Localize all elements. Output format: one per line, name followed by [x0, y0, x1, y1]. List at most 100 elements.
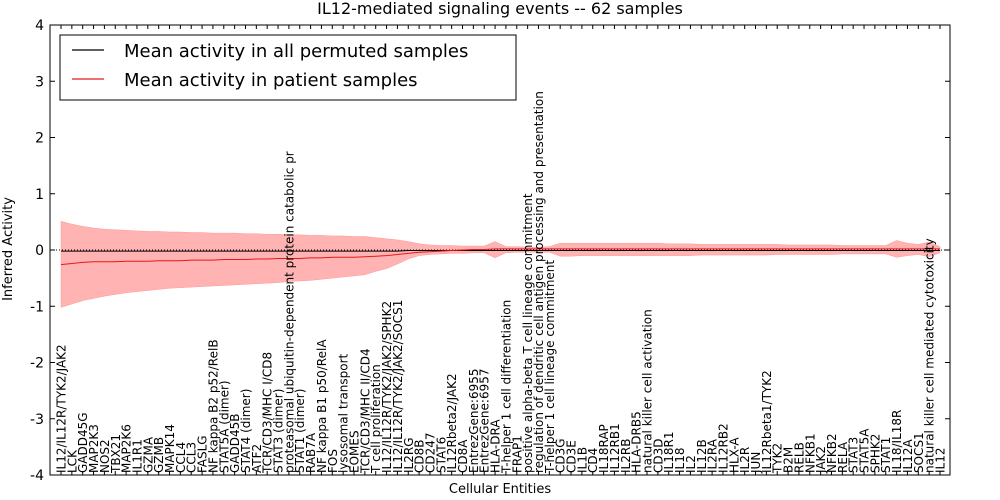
- x-tick-label: IL12/IL12R/TYK2/JAK2/SPHK2: [380, 301, 394, 473]
- x-tick-label: IL18/IL18R: [890, 410, 904, 473]
- x-tick-label: GZMA: [141, 436, 155, 473]
- x-tick-label: CCL3: [185, 442, 199, 473]
- x-tick-label: IL2RA: [706, 438, 720, 473]
- x-tick-label: TYK2: [771, 443, 785, 474]
- activity-range-band: [60, 220, 941, 308]
- x-tick-label: IL18RAP: [597, 424, 611, 473]
- x-tick-label: ATF2: [250, 444, 264, 473]
- x-tick-label: EntrezGene:6955: [467, 369, 481, 474]
- x-tick-label: SOCS1: [912, 432, 926, 473]
- x-tick-label: proteasomal ubiquitin-dependent protein …: [282, 151, 296, 473]
- x-tick-label: CD3G: [554, 438, 568, 473]
- x-tick-label: FOS: [326, 449, 340, 473]
- x-tick-label: natural killer cell mediated cytotoxicit…: [923, 238, 937, 473]
- x-tick-label: LCK: [65, 449, 79, 473]
- x-tick-label: IL12Rbeta2/JAK2: [445, 373, 459, 473]
- x-tick-label: FASLG: [196, 435, 210, 473]
- x-tick-label: T-helper 1 cell lineage commitment: [543, 260, 557, 474]
- plot-area: -4-3-2-101234IL12/IL12R/TYK2/JAK2LCKGADD…: [30, 18, 950, 484]
- y-tick-label: -4: [30, 468, 44, 484]
- x-tick-label: SPHK2: [868, 434, 882, 473]
- x-tick-label: RELA: [836, 441, 850, 473]
- x-tick-label: GADD45B: [228, 414, 242, 474]
- x-tick-label: STAT5A: [858, 428, 872, 473]
- x-tick-label: IL12/IL12R/TYK2/JAK2: [55, 344, 69, 473]
- x-axis-label: Cellular Entities: [449, 482, 551, 497]
- x-tick-label: IL12: [934, 448, 948, 474]
- y-tick-label: -1: [30, 299, 44, 315]
- x-tick-label: NF kappa B2 p52/RelB: [206, 339, 220, 473]
- x-tick-label: TBX21: [109, 434, 123, 474]
- y-tick-label: -2: [30, 356, 44, 372]
- x-tick-label: NF kappa B1 p50/RelA: [315, 339, 329, 473]
- x-tick-label: JUN: [749, 452, 763, 474]
- x-tick-label: FRAP1: [510, 435, 524, 473]
- x-tick-label: IL2RG: [402, 438, 416, 474]
- x-tick-label: IL12/IL12R/TYK2/JAK2/SOCS1: [391, 300, 405, 473]
- x-tick-label: positive alpha-beta T cell lineage commi…: [521, 193, 535, 473]
- x-tick-label: STAT1: [879, 437, 893, 473]
- x-tick-label: IL12RB2: [716, 423, 730, 473]
- x-tick-label: GADD45G: [76, 412, 90, 473]
- x-tick-label: B2M: [782, 447, 796, 473]
- x-tick-label: JAK2: [814, 446, 828, 474]
- x-tick-label: IL2RB: [619, 439, 633, 473]
- x-tick-label: HLX-A: [727, 437, 741, 473]
- x-tick-label: IL2: [684, 455, 698, 473]
- y-tick-label: 1: [35, 187, 44, 203]
- legend-box: [59, 34, 517, 101]
- x-tick-label: CD8A: [456, 439, 470, 473]
- x-tick-label: TCR/CD3/MHC I/CD8: [261, 352, 275, 474]
- x-tick-label: lysosomal transport: [337, 353, 351, 473]
- x-tick-label: T cell proliferation: [369, 364, 383, 474]
- legend: Mean activity in all permuted samples Me…: [59, 34, 517, 101]
- x-tick-label: IL2R: [738, 447, 752, 473]
- legend-label-patient: Mean activity in patient samples: [124, 70, 418, 91]
- y-tick-label: 4: [35, 18, 44, 34]
- x-tick-label: natural killer cell activation: [641, 309, 655, 473]
- x-tick-label: IL12A: [901, 439, 915, 473]
- legend-label-permuted: Mean activity in all permuted samples: [124, 41, 468, 62]
- x-tick-label: IL18R1: [662, 432, 676, 473]
- x-tick-label: NOS2: [98, 439, 112, 473]
- x-tick-label: IL12B: [695, 439, 709, 473]
- x-tick-label: CD247: [423, 432, 437, 473]
- x-tick-label: IL1B: [575, 447, 589, 473]
- x-tick-label: MAP2K3: [87, 424, 101, 473]
- x-tick-label: GZMB: [152, 437, 166, 473]
- plot-frame: [49, 24, 951, 476]
- x-tick-label: STAT4 (dimer): [239, 389, 253, 473]
- x-tick-label: EntrezGene:6957: [478, 369, 492, 474]
- chart-title: IL12-mediated signaling events -- 62 sam…: [317, 0, 683, 18]
- x-tick-label: IL18: [673, 448, 687, 474]
- y-axis-label: Inferred Activity: [1, 197, 16, 301]
- x-tick-label: IL12RB1: [608, 423, 622, 473]
- series-line-patient: [60, 248, 940, 266]
- x-tick-label: MAP2K6: [120, 424, 134, 473]
- x-tick-label: RELB: [792, 442, 806, 473]
- x-tick-label: CD4: [586, 448, 600, 473]
- y-tick-label: 0: [35, 243, 44, 259]
- x-tick-label: HLA-DRA: [489, 419, 503, 473]
- x-tick-label: EOMES: [348, 430, 362, 473]
- series-line-permuted: [61, 250, 940, 252]
- x-tick-label: T-helper 1 cell differentiation: [499, 300, 513, 474]
- x-tick-label: STAT3 (dimer): [272, 389, 286, 473]
- x-tick-label: regulation of dendritic cell antigen pro…: [532, 91, 546, 473]
- x-tick-label: CD3D: [651, 439, 665, 474]
- x-tick-label: CD8B: [413, 440, 427, 474]
- x-tick-label: HLA-DRB5: [630, 411, 644, 473]
- x-tick-label: NFKB1: [803, 433, 817, 473]
- x-tick-label: TCR/CD3/MHC II/CD4: [358, 348, 372, 474]
- y-tick-label: -3: [30, 412, 44, 428]
- x-tick-label: STAT5A (dimer): [217, 380, 231, 473]
- x-tick-label: STAT1 (dimer): [293, 389, 307, 473]
- x-tick-label: CCL4: [174, 442, 188, 473]
- x-tick-label: IL1R1: [130, 439, 144, 473]
- x-tick-label: RAB7A: [304, 432, 318, 473]
- x-tick-label: CD3E: [565, 440, 579, 473]
- x-tick-label: STAT3: [847, 437, 861, 473]
- x-tick-label: STAT6: [434, 437, 448, 473]
- x-tick-label: MAPK14: [163, 424, 177, 473]
